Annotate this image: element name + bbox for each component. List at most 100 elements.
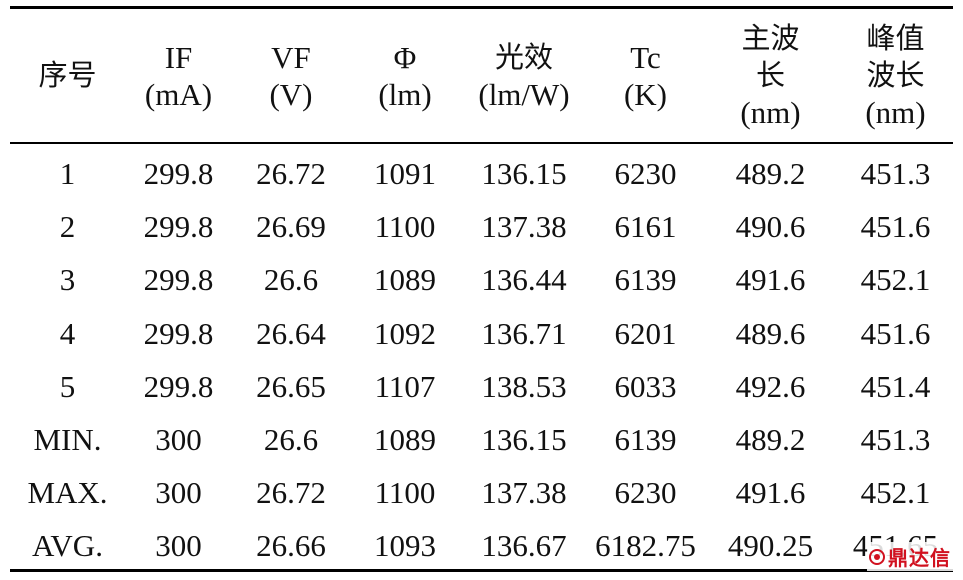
table-cell: 451.4 [860, 368, 931, 404]
table-cell: 1 [59, 156, 76, 191]
table-cell: 136.44 [481, 262, 567, 298]
header-flux: Φ (lm) [350, 39, 460, 113]
table-cell: 26.6 [263, 262, 319, 298]
table-cell: 26.69 [256, 209, 326, 245]
table-cell: MIN. [33, 422, 102, 457]
table-cell: 26.6 [263, 422, 319, 457]
table-cell: 6201 [614, 315, 677, 351]
table-cell: 26.65 [256, 368, 326, 404]
table-cell: 26.66 [256, 528, 326, 564]
table-cell: 490.6 [735, 209, 806, 245]
table-cell: 299.8 [143, 315, 214, 351]
table-cell: 1107 [374, 368, 436, 404]
table-cell: 492.6 [735, 368, 806, 404]
table-cell: 452.1 [860, 262, 931, 298]
table-cell: 136.15 [481, 422, 567, 457]
table-cell: 1100 [374, 475, 436, 511]
header-tc: Tc (K) [588, 39, 703, 113]
header-rule [10, 142, 953, 144]
header-line: IF [164, 39, 193, 75]
header-line: 长 [755, 58, 785, 92]
table-cell: 299.8 [143, 209, 214, 245]
header-line: 峰值 [866, 21, 925, 55]
header-line: (V) [269, 76, 313, 112]
table-cell: 6182.75 [595, 528, 696, 564]
table-cell: 489.2 [735, 422, 806, 457]
watermark: 鼎达信 [867, 542, 953, 571]
table-row: AVG.30026.661093136.676182.75490.25451.6… [10, 519, 953, 572]
table-cell: 451.6 [860, 315, 931, 351]
table-cell: MAX. [27, 475, 108, 511]
table-cell: 6230 [614, 475, 677, 511]
table-cell: 6161 [614, 209, 677, 245]
table-cell: 6230 [614, 156, 677, 191]
table-cell: 299.8 [143, 156, 214, 191]
bottom-rule [10, 569, 953, 572]
table-cell: AVG. [32, 528, 103, 564]
table-cell: 137.38 [481, 475, 567, 511]
table-cell: 6033 [614, 368, 677, 404]
table-cell: 2 [59, 209, 76, 245]
table-cell: 489.2 [735, 156, 806, 191]
table-cell: 1100 [374, 209, 436, 245]
header-line: Tc [630, 39, 661, 75]
table-row: MAX. 300 26.72 1100 137.38 6230 491.6 452.1 [10, 466, 953, 519]
table-cell: 490.25 [727, 528, 814, 564]
table-cell: 136.15 [481, 156, 567, 191]
table-cell: 137.38 [481, 209, 567, 245]
table-row: MIN. 300 26.6 1089 136.15 6139 489.2 451.3 [10, 413, 953, 466]
table-cell: 300 [155, 528, 202, 564]
table-header: 序号 IF (mA) VF (V) Φ (lm) 光效 (lm/W) Tc (K… [10, 9, 953, 142]
watermark-text: 鼎达信 [888, 546, 951, 570]
header-line: 主波 [741, 21, 800, 55]
header-line: (mA) [144, 76, 213, 112]
table-cell: 6139 [614, 262, 677, 298]
table-row: 2 299.8 26.69 1100 137.38 6161 490.6 451.6 [10, 200, 953, 253]
header-line: (nm) [865, 95, 926, 130]
table-cell: 299.8 [143, 368, 214, 404]
table-cell: 451.6 [860, 209, 931, 245]
table-cell: 452.1 [860, 475, 931, 511]
header-line: (lm) [378, 76, 432, 112]
table-cell: 6139 [614, 422, 677, 457]
header-line: (lm/W) [478, 76, 570, 112]
table-cell: 136.71 [481, 315, 567, 351]
table-row: 3 299.8 26.6 1089 136.44 6139 491.6 452.1 [10, 253, 953, 306]
table-cell: 26.72 [256, 475, 326, 511]
table-cell: 299.8 [143, 262, 214, 298]
table-row: 1 299.8 26.72 1091 136.15 6230 489.2 451.3 [10, 147, 953, 200]
table-cell: 138.53 [481, 368, 567, 404]
header-if: IF (mA) [125, 39, 232, 113]
table-cell: 491.6 [735, 262, 806, 298]
header-vf: VF (V) [232, 39, 350, 113]
table-cell: 1089 [374, 422, 436, 457]
table-cell: 1089 [374, 262, 436, 298]
header-line: VF [271, 39, 311, 75]
header-peak-wavelength: 峰值 波长 (nm) [838, 20, 953, 131]
table-cell: 4 [59, 315, 76, 351]
header-line: 光效 [494, 39, 553, 74]
table-cell: 300 [155, 422, 202, 457]
header-line: 序号 [38, 58, 97, 92]
header-efficacy: 光效 (lm/W) [460, 39, 588, 113]
table-cell: 26.64 [256, 315, 326, 351]
header-line: Φ [393, 39, 417, 75]
brand-logo-icon [869, 548, 885, 565]
table-cell: 489.6 [735, 315, 806, 351]
header-line: (nm) [740, 95, 801, 130]
table-cell: 300 [155, 475, 202, 511]
header-dominant-wavelength: 主波 长 (nm) [703, 20, 838, 131]
table-cell: 136.67 [481, 528, 567, 564]
table-row: 5 299.8 26.65 1107 138.53 6033 492.6 451.4 [10, 360, 953, 413]
table-cell: 491.6 [735, 475, 806, 511]
header-index: 序号 [10, 57, 125, 94]
table-cell: 451.3 [860, 422, 931, 457]
table-cell: 1093 [374, 528, 436, 564]
table-cell: 3 [59, 262, 76, 298]
table-cell: 26.72 [256, 156, 326, 191]
data-table: 序号 IF (mA) VF (V) Φ (lm) 光效 (lm/W) Tc (K… [10, 6, 953, 572]
top-rule [10, 6, 953, 9]
table-cell: 5 [59, 368, 76, 404]
table-cell: 1091 [374, 156, 436, 191]
table-cell: 1092 [374, 315, 436, 351]
